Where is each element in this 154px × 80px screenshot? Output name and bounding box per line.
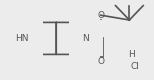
Text: O: O <box>97 57 104 66</box>
Text: N: N <box>82 34 89 43</box>
Text: O: O <box>97 11 104 20</box>
Text: HN: HN <box>16 34 29 43</box>
Text: Cl: Cl <box>130 62 139 71</box>
Text: H: H <box>128 50 135 59</box>
